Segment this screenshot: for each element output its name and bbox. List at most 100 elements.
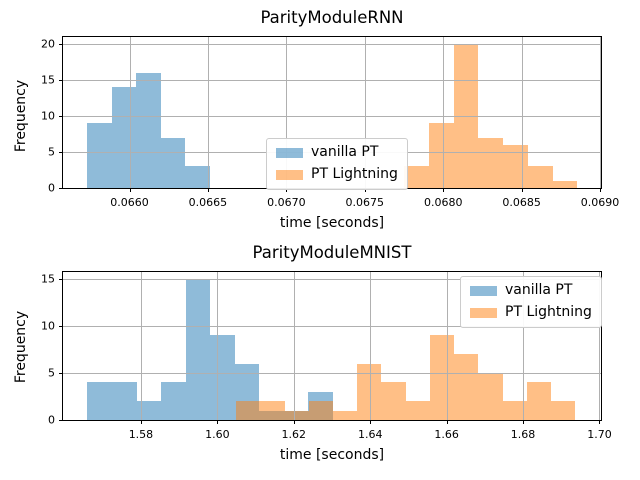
x-tick-mark [443, 188, 445, 192]
x-tick-label: 1.66 [434, 428, 459, 441]
x-gridline [364, 37, 366, 188]
x-gridline [293, 272, 295, 420]
x-tick-label: 1.68 [510, 428, 536, 441]
x-gridline [443, 37, 445, 188]
y-gridline [63, 116, 601, 118]
legend-entry-pt-lightning: PT Lightning [470, 304, 592, 321]
hist-bar-pt-lightning [502, 401, 527, 420]
x-tick-label: 0.0685 [502, 196, 541, 209]
x-tick-label: 1.62 [281, 428, 307, 441]
x-gridline [599, 272, 601, 420]
x-tick-label: 1.70 [587, 428, 612, 441]
x-gridline [521, 37, 523, 188]
y-tick-mark [59, 44, 63, 46]
x-tick-label: 0.0665 [188, 196, 228, 209]
x-tick-mark [129, 188, 131, 192]
y-tick-label: 15 [41, 272, 55, 286]
hist-bar-pt-lightning [332, 410, 358, 420]
x-tick-label: 1.60 [205, 428, 230, 441]
y-tick-mark [59, 373, 63, 375]
y-tick-label: 0 [48, 413, 55, 427]
legend-label: PT Lightning [505, 304, 592, 321]
x-tick-mark [521, 188, 523, 192]
x-tick-label: 1.64 [357, 428, 383, 441]
x-gridline [140, 272, 142, 420]
y-tick-mark [59, 326, 63, 328]
x-tick-mark [600, 188, 602, 192]
hist-bar-vanilla-pt [87, 123, 112, 188]
legend: vanilla PT PT Lightning [460, 276, 602, 328]
hist-bar-vanilla-pt [136, 401, 162, 420]
hist-bar-pt-lightning [478, 373, 503, 420]
x-tick-label: 0.0660 [110, 196, 149, 209]
hist-bar-pt-lightning [429, 335, 455, 420]
x-tick-mark [140, 420, 142, 424]
x-axis-label: time [seconds] [279, 215, 385, 231]
x-tick-mark [599, 420, 601, 424]
x-gridline [207, 37, 209, 188]
hist-bar-vanilla-pt [111, 87, 137, 188]
y-tick-mark [59, 80, 63, 82]
hist-bar-pt-lightning [308, 401, 333, 420]
x-gridline [129, 37, 131, 188]
x-tick-mark [370, 420, 372, 424]
y-axis-label: Frequency [13, 310, 29, 384]
y-tick-label: 5 [48, 145, 55, 159]
hist-bar-pt-lightning [526, 382, 551, 420]
hist-bar-vanilla-pt [185, 279, 211, 420]
hist-bar-pt-lightning [429, 123, 454, 188]
y-tick-label: 10 [41, 319, 55, 333]
x-gridline [370, 272, 372, 420]
x-gridline [523, 272, 525, 420]
plot-area: vanilla PT PT Lightning [62, 36, 602, 190]
x-tick-label: 0.0690 [580, 196, 620, 209]
y-tick-label: 10 [41, 109, 55, 123]
hist-bar-vanilla-pt [161, 382, 186, 420]
x-tick-mark [207, 188, 209, 192]
legend-swatch-blue [470, 285, 497, 296]
y-tick-mark [59, 188, 63, 189]
hist-bar-vanilla-pt [185, 166, 210, 188]
y-tick-mark [59, 116, 63, 118]
legend-label: vanilla PT [505, 282, 573, 298]
legend-label: PT Lightning [311, 166, 398, 183]
hist-bar-pt-lightning [453, 44, 479, 188]
hist-bar-pt-lightning [503, 144, 528, 188]
y-tick-mark [59, 152, 63, 154]
hist-bar-vanilla-pt [136, 72, 161, 188]
hist-bar-vanilla-pt [210, 335, 235, 420]
x-tick-label: 0.0680 [423, 196, 463, 209]
hist-bar-pt-lightning [552, 180, 578, 188]
x-tick-mark [364, 188, 366, 192]
x-tick-mark [286, 188, 288, 192]
legend-swatch-orange [276, 170, 303, 181]
x-tick-mark [446, 420, 448, 424]
y-gridline [63, 373, 601, 375]
legend-entry-vanilla-pt: vanilla PT [276, 144, 398, 160]
hist-bar-pt-lightning [404, 166, 429, 188]
y-tick-label: 20 [41, 37, 55, 51]
x-gridline [446, 272, 448, 420]
y-gridline [63, 80, 601, 82]
hist-bar-pt-lightning [357, 363, 382, 420]
hist-bar-pt-lightning [381, 382, 406, 420]
hist-bar-pt-lightning [405, 401, 430, 420]
x-tick-mark [523, 420, 525, 424]
legend: vanilla PT PT Lightning [266, 138, 408, 190]
legend-entry-pt-lightning: PT Lightning [276, 166, 398, 183]
y-gridline [63, 326, 601, 328]
x-gridline [217, 272, 219, 420]
hist-bar-pt-lightning [551, 401, 576, 420]
hist-bar-vanilla-pt [87, 382, 112, 420]
legend-swatch-orange [470, 308, 497, 319]
x-tick-mark [293, 420, 295, 424]
y-tick-label: 15 [41, 73, 55, 87]
hist-bar-pt-lightning [527, 166, 553, 188]
legend-label: vanilla PT [311, 144, 379, 160]
hist-bar-pt-lightning [284, 410, 309, 420]
y-tick-label: 5 [48, 366, 55, 380]
x-gridline [286, 37, 288, 188]
